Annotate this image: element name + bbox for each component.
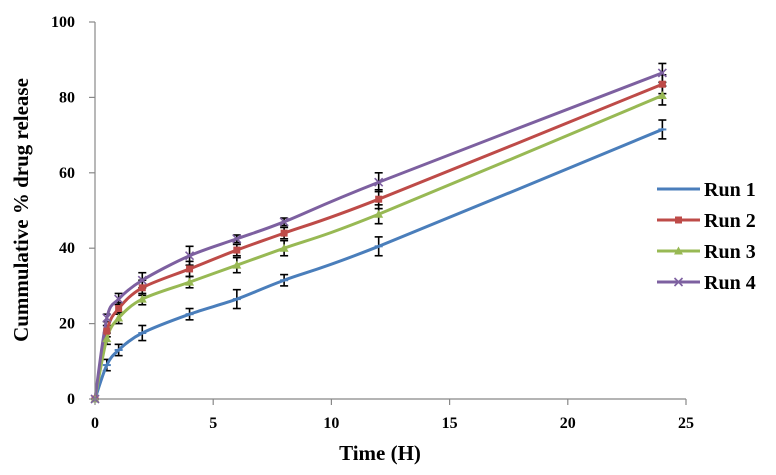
run-4-point — [102, 313, 112, 323]
x-axis-title: Time (H) — [339, 441, 421, 465]
x-tick-label: 5 — [209, 415, 217, 432]
x-tick-label: 25 — [678, 415, 694, 432]
run-2-point — [186, 265, 194, 273]
run-2-point — [103, 327, 111, 335]
run-2-point — [280, 229, 288, 237]
y-tick-label: 0 — [67, 391, 75, 408]
run-2-point — [233, 246, 241, 254]
run-3-point — [374, 209, 384, 218]
x-tick-label: 20 — [560, 415, 576, 432]
run-4-point — [137, 275, 147, 285]
legend: Run 1 Run 2 Run 3 Run 4 — [657, 179, 756, 294]
error-bars-layer — [102, 62, 667, 372]
x-tick-label: 0 — [91, 415, 99, 432]
y-tick-label: 60 — [59, 165, 75, 182]
run-3-point — [279, 243, 289, 252]
tick-layer: 0 20 40 60 80 100 0 5 10 15 20 25 — [51, 14, 694, 432]
run-4-point — [374, 177, 384, 187]
run-4-point — [279, 217, 289, 227]
series-lines-layer — [93, 71, 664, 401]
legend-marker-run-2 — [675, 216, 682, 224]
run-2-point — [658, 80, 666, 88]
legend-label-run-4: Run 4 — [704, 272, 756, 294]
run-3-point — [185, 277, 195, 286]
run-3-point — [657, 91, 667, 100]
run-4-point — [114, 294, 124, 304]
run-2-point — [115, 305, 123, 313]
legend-label-run-1: Run 1 — [704, 179, 756, 201]
run-2-point — [138, 284, 146, 292]
run-4-point — [232, 234, 242, 244]
run-3-point — [102, 334, 112, 343]
axes-layer — [94, 22, 686, 400]
run-3-point — [137, 294, 147, 303]
run-3-line — [93, 94, 664, 401]
run-4-point — [657, 68, 667, 78]
x-tick-label: 15 — [442, 415, 458, 432]
run-3-point — [232, 260, 242, 269]
y-tick-label: 100 — [51, 14, 75, 31]
legend-label-run-3: Run 3 — [704, 241, 756, 263]
run-4-point — [184, 251, 195, 261]
y-tick-label: 20 — [59, 316, 75, 333]
y-tick-label: 40 — [59, 240, 75, 257]
y-tick-label: 80 — [59, 89, 75, 106]
legend-label-run-2: Run 2 — [704, 210, 756, 232]
x-tick-label: 10 — [323, 415, 339, 432]
run-1-line — [93, 127, 664, 401]
run-4-line — [93, 71, 664, 401]
legend-marker-run-4 — [673, 277, 684, 287]
run-2-line — [93, 82, 664, 401]
run-3-point — [114, 313, 124, 322]
run-2-point — [375, 195, 383, 203]
y-axis-title: Cummulative % drug release — [9, 78, 33, 342]
legend-marker-run-3 — [674, 246, 683, 255]
